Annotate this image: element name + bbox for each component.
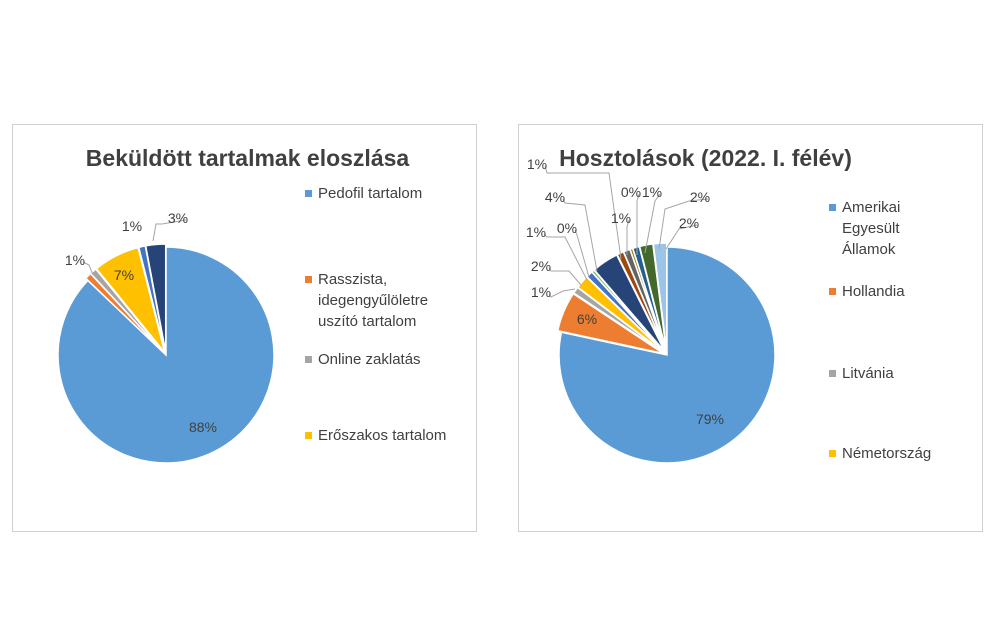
leader-line [665, 224, 698, 250]
legend-label: Online zaklatás [318, 351, 421, 368]
legend-swatch [305, 190, 312, 197]
pie-slice-pedofil-tartalom [57, 246, 275, 464]
legend-label: Hollandia [842, 283, 905, 300]
leader-line [548, 288, 576, 298]
data-label: 1% [526, 224, 546, 240]
data-label: 0% [557, 220, 577, 236]
chart-panel-content-distribution: Beküldött tartalmak eloszlása 88% 1% 1% 7% 3… [12, 124, 477, 532]
data-label: 1% [531, 284, 551, 300]
data-label: 1% [527, 156, 547, 172]
data-label: 1% [642, 184, 662, 200]
data-label: 79% [696, 411, 724, 427]
legend-swatch [829, 370, 836, 377]
leader-line [82, 261, 94, 276]
pie-slice-6 [144, 243, 167, 353]
data-label: 2% [531, 258, 551, 274]
data-label: 3% [168, 210, 188, 226]
legend-label: Pedofil tartalom [318, 185, 423, 202]
legend-swatch [829, 288, 836, 295]
pie-slice-hollandia [556, 292, 664, 355]
data-label: 1% [122, 218, 142, 234]
data-label: 88% [189, 419, 217, 435]
legend-label: Erőszakos tartalom [318, 427, 447, 444]
data-label: 1% [611, 210, 631, 226]
pie-slices [57, 243, 275, 464]
leader-line [626, 219, 630, 255]
legend-swatch [305, 432, 312, 439]
leader-line [658, 198, 709, 250]
pie-chart-hosting: 79%6%1%2%1% 0%4%1%1%0% 1% 2%2% [526, 156, 776, 464]
leader-line [562, 198, 598, 272]
data-label: 1% [65, 252, 85, 268]
data-label: 2% [679, 215, 699, 231]
chart-title: Hosztolások (2022. I. félév) [559, 145, 852, 171]
leader-line [644, 193, 661, 254]
leader-line [574, 229, 590, 278]
pie-slice-eroszakos-tartalom [95, 246, 166, 353]
pie-chart-content-distribution: 88% 1% 1% 7% 3% [57, 210, 275, 464]
leader-line [548, 267, 582, 286]
legend-swatch [305, 356, 312, 363]
data-label: 7% [114, 267, 134, 283]
pie-slice-amerikai-egyesult-allamok [558, 246, 776, 464]
leader-line [544, 165, 622, 260]
data-labels: 79%6%1%2%1% 0%4%1%1%0% 1% 2%2% [526, 156, 724, 427]
legend-label: Németország [842, 445, 932, 462]
chart-panel-hosting: Hosztolások (2022. I. félév) 79% 6% 1% 2% 1%… [518, 124, 983, 532]
pie-slices [556, 242, 776, 464]
legend-swatch [829, 450, 836, 457]
legend-label: Amerikai Egyesült Államok [842, 199, 901, 258]
leader-line [152, 219, 187, 242]
data-label: 4% [545, 189, 565, 205]
legend-swatch [305, 276, 312, 283]
legend-label: Litvánia [842, 365, 894, 382]
data-labels: 88% 1% 1% 7% 3% [65, 210, 217, 435]
leader-line [543, 233, 588, 281]
data-label: 2% [690, 189, 710, 205]
legend-swatch [829, 204, 836, 211]
leader-line [636, 193, 640, 255]
legend-label: Rasszista, idegengyűlöletre uszító tarta… [318, 271, 429, 330]
data-label: 0% [621, 184, 641, 200]
chart-title: Beküldött tartalmak eloszlása [85, 145, 410, 171]
data-label: 6% [577, 311, 597, 327]
